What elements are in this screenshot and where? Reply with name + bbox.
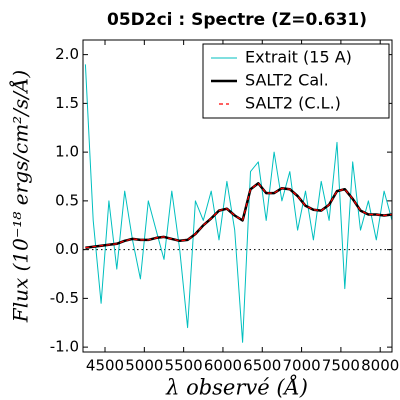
x-tick-label: 7000	[282, 357, 320, 375]
x-tick-label: 5000	[125, 357, 163, 375]
series-line	[85, 182, 392, 249]
y-tick-label: 1.5	[55, 94, 79, 112]
x-tick-label: 6000	[204, 357, 242, 375]
x-tick-label: 7500	[322, 357, 360, 375]
x-axis-label: λ observé (Å)	[165, 375, 308, 400]
x-tick-label: 5500	[165, 357, 203, 375]
y-tick-label: 0.5	[55, 191, 79, 209]
y-axis-label: Flux (10⁻¹⁸ ergs/cm²/s/Å)	[8, 70, 33, 323]
legend-label: SALT2 (C.L.)	[245, 94, 341, 113]
x-tick-label: 4500	[86, 357, 124, 375]
y-tick-label: 2.0	[55, 45, 79, 63]
plot-lines	[84, 64, 392, 343]
y-tick-label: 0.0	[55, 240, 79, 258]
x-tick-label: 6500	[243, 357, 281, 375]
legend-label: Extrait (15 A)	[245, 48, 352, 67]
x-tick-label: 8000	[361, 357, 399, 375]
series-line	[84, 64, 392, 343]
series-line	[85, 182, 392, 249]
plot-frame	[82, 39, 393, 353]
legend-label: SALT2 Cal.	[245, 71, 329, 90]
y-tick-label: 1.0	[55, 143, 79, 161]
y-tick-label: -1.0	[50, 338, 79, 356]
chart-title: 05D2ci : Spectre (Z=0.631)	[107, 10, 367, 30]
y-tick-label: -0.5	[50, 289, 79, 307]
